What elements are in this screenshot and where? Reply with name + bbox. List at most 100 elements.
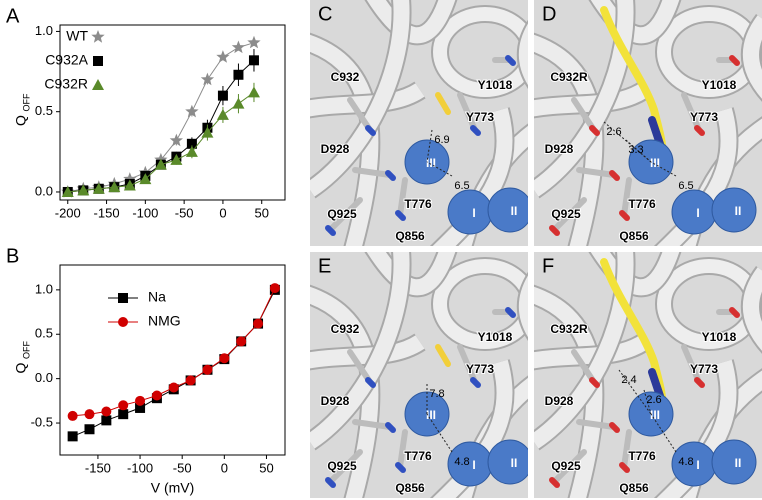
marker [118,400,129,411]
ribbon [432,107,513,246]
y-tick-label: 1.0 [35,23,53,38]
marker [217,90,228,101]
ion-label: III [426,408,436,422]
distance-line [426,129,433,163]
ribbon [743,267,762,351]
side-chain-tip [505,55,516,66]
distance-line [426,161,453,177]
residue-label: Q925 [327,207,357,221]
side-chain [457,92,478,133]
panel-label: B [6,245,19,267]
ion-sphere [487,439,528,485]
helix [433,7,528,97]
marker [269,283,280,294]
series-line [67,91,255,193]
marker [185,375,196,386]
y-tick-label: 0.5 [35,103,53,118]
ribbon [366,0,456,44]
side-chain [327,449,363,485]
y-tick-label: -0.5 [31,414,53,429]
marker [135,395,146,406]
ribbon [366,252,456,296]
side-chain [576,167,617,178]
cysteine-side-chain [435,92,451,115]
legend-marker [93,56,103,66]
distance-label: 2.4 [621,374,636,386]
panel-label: D [542,3,556,25]
side-chain-tip [505,307,516,318]
panel-label: E [318,255,331,277]
marker [101,406,112,417]
x-axis-label: V (mV) [151,480,195,496]
marker [186,138,197,149]
residue-label: Y1018 [702,330,737,344]
residue-label: Y773 [690,110,718,124]
residue-label: Q856 [395,481,425,495]
side-chain [352,167,393,178]
residue-label: Q925 [551,207,581,221]
marker [118,409,129,420]
marker [77,184,90,196]
plot-frame [59,24,286,201]
side-chain-tip [395,462,406,473]
marker [67,410,78,421]
distance-line [426,413,453,453]
side-chain-tip [549,225,560,236]
marker [169,133,183,147]
ion-sphere [711,439,757,485]
ion-sphere [447,189,493,235]
panel-label: C [318,3,332,25]
residue-label: T776 [628,449,656,463]
ion-label: II [735,456,742,470]
side-chain-tip [470,125,481,136]
side-chain [327,197,363,233]
marker [151,390,162,401]
marker [135,402,146,413]
marker [84,424,95,435]
residue-label: D928 [545,142,574,156]
ribbon [310,83,425,117]
side-chain-tip [470,377,481,388]
distance-label: 2.6 [646,394,661,406]
ribbon [310,335,425,369]
side-chain-tip [694,125,705,136]
marker [200,72,215,86]
marker [154,158,167,170]
residue-label: Y773 [466,110,494,124]
side-chain-tip [589,377,600,388]
ribbon [590,252,680,296]
ion-label: I [696,206,699,220]
residue-label: C932R [550,70,588,84]
y-tick-label: 0.5 [35,326,53,341]
side-chain [347,349,373,385]
side-chain-tip [619,210,630,221]
legend-marker [118,317,128,327]
side-chain-tip [589,125,600,136]
marker [231,40,246,54]
side-chain-tip [325,477,336,488]
distance-label: 4.8 [454,456,469,468]
ribbon [310,252,410,449]
side-chain-tip [609,170,620,181]
residue-label: D928 [545,394,574,408]
residue-label: T776 [404,197,432,211]
side-chain-tip [325,225,336,236]
ribbon [743,15,762,99]
distance-label: 6.5 [678,180,693,192]
distance-label: 6.9 [434,134,449,146]
side-chain [397,177,408,218]
residue-label: D928 [321,142,350,156]
side-chain-tip [365,377,376,388]
x-tick-label: 0 [219,205,226,220]
distance-line [643,389,652,415]
side-chain-tip [385,422,396,433]
marker [108,181,121,193]
x-tick-label: 50 [259,460,273,475]
ion-label: III [650,156,660,170]
y-axis-label: Q [13,362,29,373]
marker [123,179,136,191]
side-chain [681,344,702,385]
series-line [72,287,276,417]
ribbon [534,0,634,197]
